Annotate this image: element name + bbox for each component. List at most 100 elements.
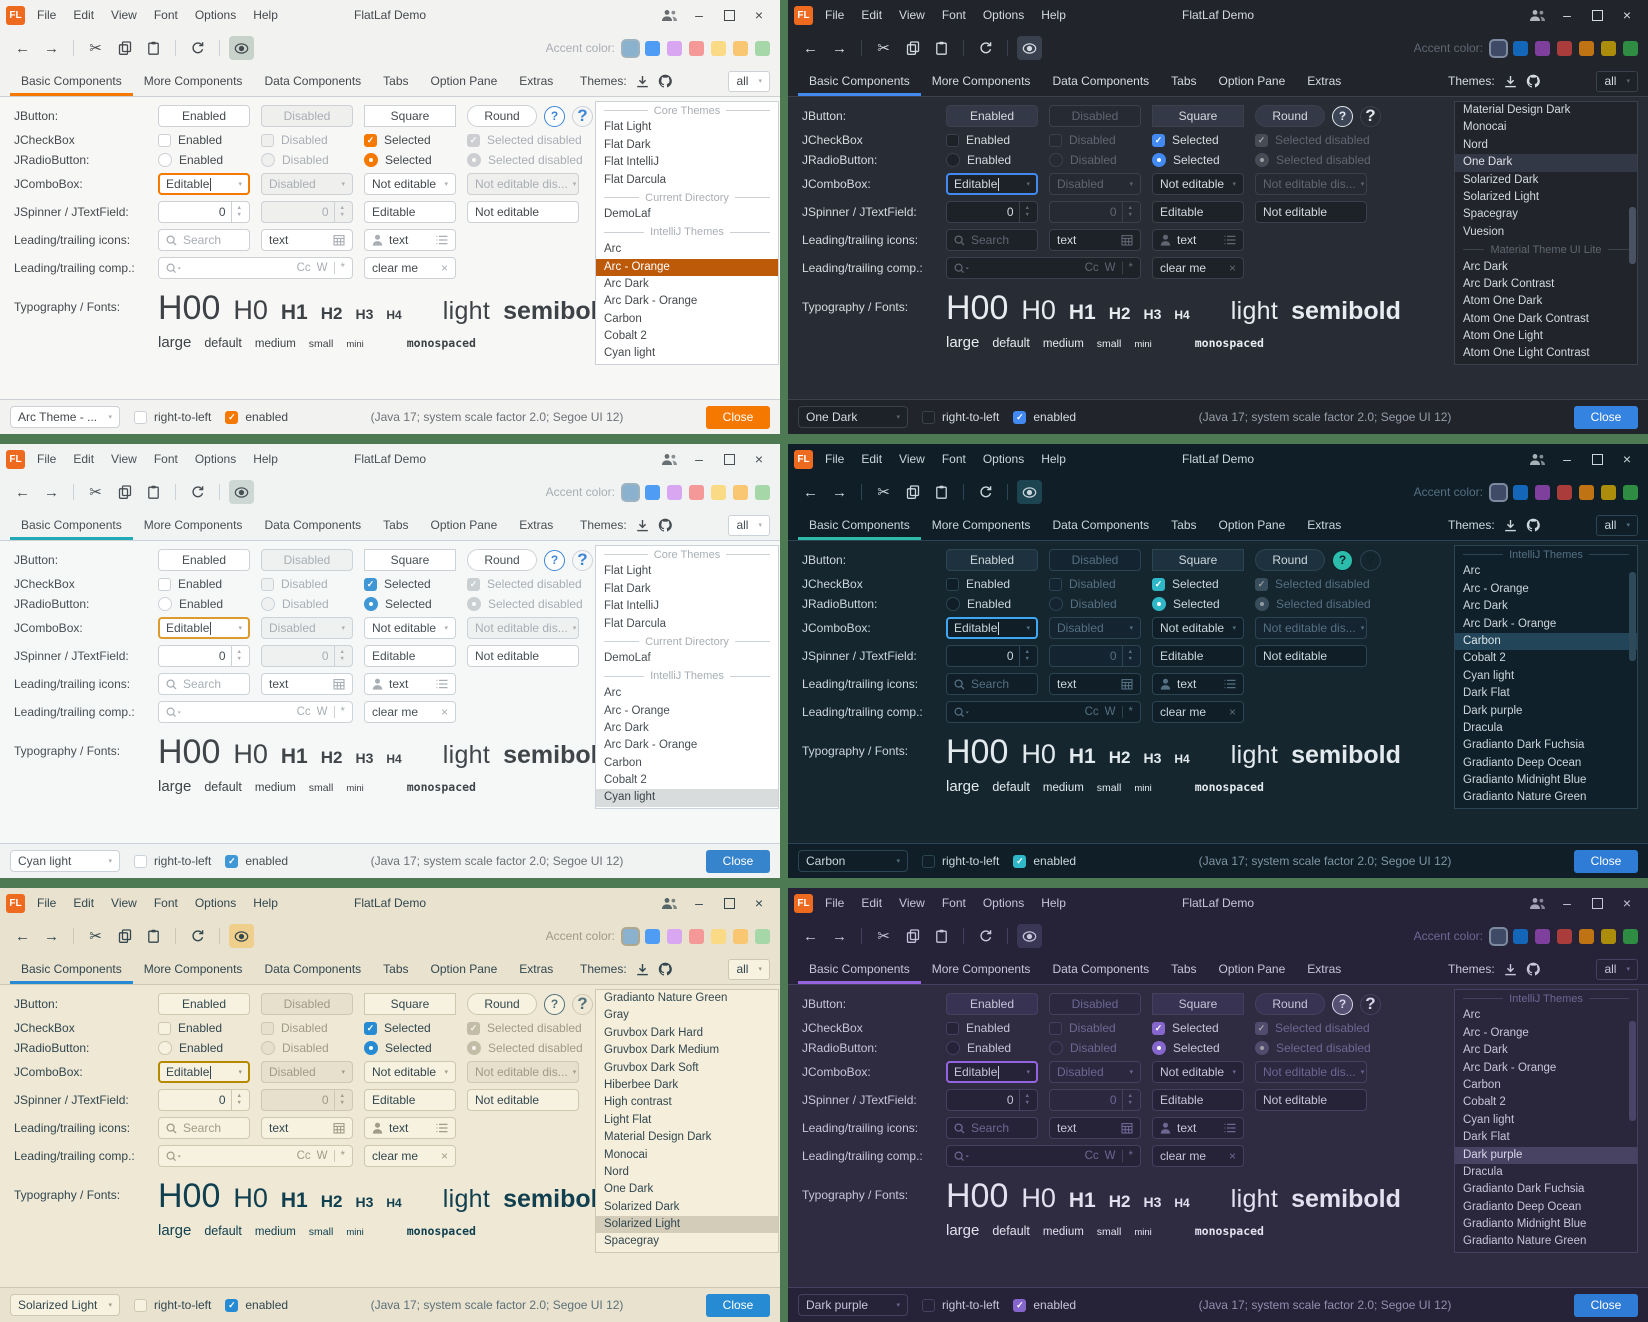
tab-data-components[interactable]: Data Components — [264, 518, 362, 532]
menu-options[interactable]: Options — [982, 452, 1025, 466]
tab-tabs[interactable]: Tabs — [383, 518, 409, 532]
list-icon[interactable] — [1224, 1123, 1236, 1133]
menu-font[interactable]: Font — [153, 8, 178, 22]
theme-item[interactable]: Carbon — [1455, 632, 1637, 651]
editable-textfield[interactable]: Editable — [364, 645, 456, 667]
copy-icon[interactable] — [900, 924, 925, 948]
radio-selected[interactable]: Selected — [364, 1041, 456, 1055]
menu-file[interactable]: File — [37, 896, 57, 910]
menu-view[interactable]: View — [111, 8, 137, 22]
tab-tabs[interactable]: Tabs — [1171, 962, 1197, 976]
not-editable-combobox[interactable]: Not editable ▾ — [364, 1061, 456, 1083]
search-match-options[interactable]: Cc W * — [296, 262, 345, 274]
theme-item[interactable]: Gradianto Nature Green — [1463, 1235, 1587, 1248]
tab-basic-components[interactable]: Basic Components — [798, 954, 921, 984]
eye-toggle[interactable] — [229, 924, 254, 948]
theme-item[interactable]: Arc Dark — [604, 721, 649, 734]
menu-options[interactable]: Options — [194, 896, 237, 910]
radio-selected[interactable]: Selected — [1152, 1041, 1244, 1055]
menu-view[interactable]: View — [899, 8, 925, 22]
theme-item[interactable]: Material Design Dark — [604, 1131, 712, 1144]
theme-item[interactable]: Cobalt 2 — [604, 774, 647, 787]
tab-more-components[interactable]: More Components — [931, 962, 1031, 976]
square-button[interactable]: Square — [364, 549, 456, 571]
search-input[interactable]: Search — [158, 673, 250, 695]
theme-item[interactable]: Light Flat — [604, 1113, 652, 1126]
tab-basic-components[interactable]: Basic Components — [10, 510, 133, 540]
theme-item[interactable]: DemoLaf — [604, 652, 651, 665]
themes-list[interactable]: Gradianto Nature Green Gray Gruvbox Dark H… — [595, 989, 779, 1253]
theme-select[interactable]: Arc Theme - ... ▾ — [10, 406, 120, 428]
radio-enabled[interactable]: Enabled — [946, 597, 1038, 611]
theme-item[interactable]: Arc — [604, 243, 622, 256]
accent-swatch[interactable] — [711, 484, 726, 500]
enabled-checkbox[interactable]: ✓ enabled — [225, 854, 288, 868]
editable-combobox[interactable]: Editable ▾ — [946, 173, 1038, 195]
theme-select[interactable]: Cyan light ▾ — [10, 850, 120, 872]
theme-item[interactable]: Cobalt 2 — [1463, 652, 1506, 665]
help-button[interactable]: ? — [1360, 549, 1381, 571]
github-icon[interactable] — [658, 74, 673, 88]
close-button[interactable]: Close — [706, 1293, 770, 1317]
search-with-options-input[interactable]: Cc W * — [946, 701, 1141, 723]
refresh-icon[interactable] — [973, 36, 998, 60]
tab-basic-components[interactable]: Basic Components — [10, 66, 133, 96]
accent-swatch[interactable] — [1579, 40, 1594, 56]
tab-data-components[interactable]: Data Components — [1052, 962, 1150, 976]
back-icon[interactable]: ← — [15, 927, 30, 945]
theme-item[interactable]: Spacegray — [1463, 208, 1518, 221]
clear-icon[interactable]: × — [1228, 705, 1236, 719]
accent-swatch[interactable] — [1535, 40, 1550, 56]
accent-swatch[interactable] — [645, 484, 660, 500]
copy-icon[interactable] — [112, 480, 137, 504]
paste-icon[interactable] — [929, 480, 954, 504]
themes-list[interactable]: Material Design Dark Monocai Nord One Dark S… — [1454, 101, 1638, 365]
search-with-options-input[interactable]: Cc W * — [158, 1145, 353, 1167]
menu-edit[interactable]: Edit — [73, 896, 95, 910]
round-button[interactable]: Round — [467, 549, 537, 571]
accent-swatch[interactable] — [1557, 928, 1572, 944]
checkbox-selected[interactable]: ✓ Selected — [1152, 1021, 1244, 1035]
rtl-checkbox[interactable]: right-to-left — [922, 410, 999, 424]
theme-item[interactable]: Arc — [1463, 565, 1481, 578]
download-icon[interactable] — [636, 519, 649, 532]
themes-filter-select[interactable]: all ▾ — [1596, 958, 1638, 980]
help-button[interactable]: ? — [1360, 993, 1381, 1015]
theme-item[interactable]: Atom One Dark Contrast — [1463, 312, 1589, 325]
clear-icon[interactable]: × — [440, 261, 448, 275]
rtl-checkbox[interactable]: right-to-left — [922, 854, 999, 868]
theme-item[interactable]: Cyan light — [1463, 1113, 1515, 1126]
spinner[interactable]: 0 ▲ ▼ — [158, 201, 250, 223]
theme-item[interactable]: Gradianto Nature Green — [1463, 791, 1587, 804]
help-button[interactable]: ? — [544, 549, 565, 571]
accent-swatch[interactable] — [689, 484, 704, 500]
search-input[interactable]: Search — [946, 1117, 1038, 1139]
theme-item[interactable]: Dark Flat — [1463, 1131, 1510, 1144]
theme-item[interactable]: Solarized Dark — [604, 1200, 680, 1213]
cut-icon[interactable]: ✂ — [89, 484, 102, 501]
search-menu-icon[interactable] — [166, 706, 182, 718]
theme-item[interactable]: One Dark — [604, 1183, 654, 1196]
themes-filter-select[interactable]: all ▾ — [1596, 514, 1638, 536]
search-with-options-input[interactable]: Cc W * — [946, 257, 1141, 279]
theme-item[interactable]: Flat Darcula — [604, 617, 666, 630]
theme-item[interactable]: Dark purple — [1463, 704, 1523, 717]
clearable-input[interactable]: clear me × — [364, 701, 456, 723]
rtl-checkbox[interactable]: right-to-left — [134, 1298, 211, 1312]
refresh-icon[interactable] — [973, 924, 998, 948]
menu-font[interactable]: Font — [941, 896, 966, 910]
square-button[interactable]: Square — [1152, 549, 1244, 571]
checkbox-enabled[interactable]: Enabled — [158, 1021, 250, 1035]
eye-toggle[interactable] — [229, 36, 254, 60]
search-match-options[interactable]: Cc W * — [296, 1150, 345, 1162]
calendar-icon[interactable] — [1121, 1122, 1133, 1134]
clear-icon[interactable]: × — [440, 1149, 448, 1163]
menu-view[interactable]: View — [899, 452, 925, 466]
maximize-button[interactable] — [1582, 2, 1612, 28]
editable-combobox[interactable]: Editable ▾ — [946, 617, 1038, 639]
theme-item[interactable]: Cyan light — [604, 347, 656, 360]
theme-item[interactable]: Gruvbox Dark Soft — [604, 1061, 699, 1074]
themes-list[interactable]: Core Themes Flat Light Flat Dark Flat Intel… — [595, 545, 779, 809]
close-window-button[interactable]: × — [754, 451, 764, 467]
theme-item[interactable]: Arc Dark - Orange — [604, 295, 698, 308]
